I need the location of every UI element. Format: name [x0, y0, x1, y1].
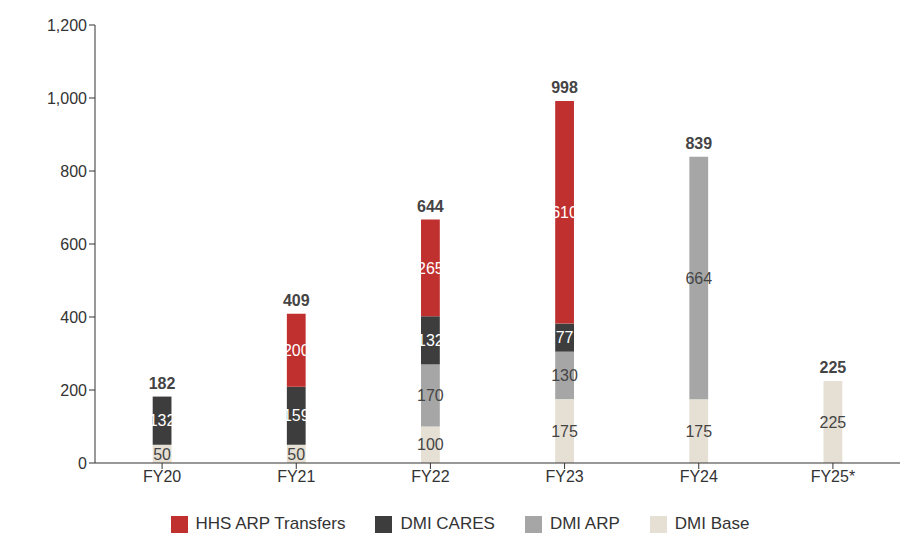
svg-text:FY22: FY22 — [411, 468, 449, 485]
svg-text:50: 50 — [287, 446, 305, 463]
html-text:DMI ARP: DMI ARP — [549, 514, 620, 533]
svg-text:175: 175 — [685, 423, 712, 440]
svg-text:50: 50 — [153, 446, 171, 463]
svg-text:132: 132 — [417, 332, 444, 349]
svg-text:200: 200 — [60, 382, 87, 399]
svg-text:100: 100 — [417, 436, 444, 453]
svg-text:1,200: 1,200 — [47, 17, 87, 34]
svg-text:409: 409 — [283, 292, 310, 309]
svg-text:FY20: FY20 — [143, 468, 181, 485]
svg-text:FY25*: FY25* — [811, 468, 855, 485]
svg-text:644: 644 — [417, 198, 444, 215]
svg-text:132: 132 — [149, 412, 176, 429]
svg-text:225: 225 — [820, 414, 847, 431]
svg-text:170: 170 — [417, 387, 444, 404]
svg-text:77: 77 — [556, 329, 574, 346]
svg-text:610: 610 — [551, 204, 578, 221]
svg-text:0: 0 — [78, 455, 87, 472]
html-text:HHS ARP Transfers: HHS ARP Transfers — [195, 514, 346, 533]
svg-text:800: 800 — [60, 163, 87, 180]
svg-text:200: 200 — [283, 342, 310, 359]
svg-text:664: 664 — [685, 270, 712, 287]
svg-text:182: 182 — [149, 375, 176, 392]
svg-text:225: 225 — [820, 359, 847, 376]
html-text:DMI CARES: DMI CARES — [400, 514, 495, 533]
svg-text:600: 600 — [60, 236, 87, 253]
svg-text:1,000: 1,000 — [47, 90, 87, 107]
svg-text:FY24: FY24 — [680, 468, 718, 485]
svg-text:FY23: FY23 — [545, 468, 583, 485]
svg-text:FY21: FY21 — [277, 468, 315, 485]
svg-text:998: 998 — [551, 79, 578, 96]
svg-text:159: 159 — [283, 407, 310, 424]
svg-text:400: 400 — [60, 309, 87, 326]
svg-text:130: 130 — [551, 367, 578, 384]
svg-text:265: 265 — [417, 260, 444, 277]
html-text:DMI Base: DMI Base — [674, 514, 750, 533]
svg-text:839: 839 — [685, 135, 712, 152]
svg-text:175: 175 — [551, 423, 578, 440]
